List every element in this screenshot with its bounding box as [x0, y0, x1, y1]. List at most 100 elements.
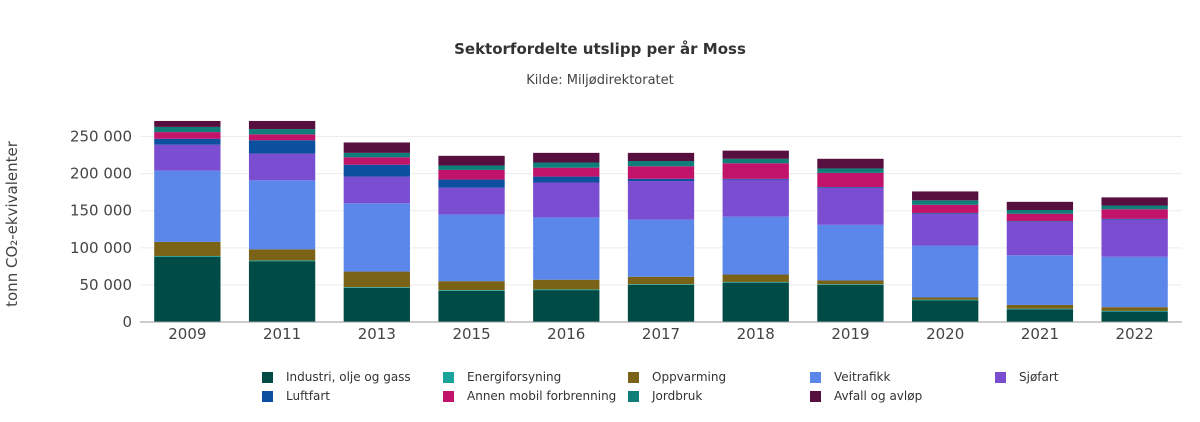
- bar-segment[interactable]: [154, 126, 221, 133]
- bar-segment[interactable]: [912, 212, 979, 214]
- bar-segment[interactable]: [817, 224, 884, 281]
- bar-segment[interactable]: [438, 290, 505, 322]
- bar-segment[interactable]: [248, 180, 316, 250]
- bar-segment[interactable]: [1006, 213, 1074, 222]
- bar-segment[interactable]: [438, 290, 505, 291]
- bar-segment[interactable]: [154, 241, 221, 256]
- bar-segment[interactable]: [1101, 311, 1168, 322]
- bar-segment[interactable]: [533, 289, 600, 291]
- bar-segment[interactable]: [627, 166, 695, 179]
- bar-segment[interactable]: [817, 168, 884, 173]
- bar-segment[interactable]: [343, 142, 410, 153]
- bar-segment[interactable]: [343, 164, 410, 177]
- bar-segment[interactable]: [817, 186, 884, 188]
- bar-segment[interactable]: [248, 134, 316, 141]
- legend-item[interactable]: Energiforsyning: [443, 370, 561, 384]
- bar-segment[interactable]: [533, 182, 600, 218]
- bar-segment[interactable]: [154, 132, 221, 139]
- bar-segment[interactable]: [722, 150, 789, 159]
- bar-segment[interactable]: [438, 155, 505, 166]
- bar-segment[interactable]: [248, 260, 316, 262]
- bar-segment[interactable]: [722, 163, 789, 179]
- bar-segment[interactable]: [1101, 310, 1168, 312]
- bar-segment[interactable]: [533, 152, 600, 163]
- bar-segment[interactable]: [627, 219, 695, 277]
- bar-segment[interactable]: [627, 161, 695, 167]
- bar-segment[interactable]: [248, 140, 316, 154]
- bar-segment[interactable]: [912, 299, 979, 301]
- bar-segment[interactable]: [438, 179, 505, 188]
- bar-segment[interactable]: [1006, 255, 1074, 305]
- bar-segment[interactable]: [627, 284, 695, 285]
- bar-segment[interactable]: [627, 284, 695, 322]
- bar-segment[interactable]: [1006, 221, 1074, 222]
- legend-item[interactable]: Veitrafikk: [810, 370, 890, 384]
- bar-segment[interactable]: [248, 249, 316, 261]
- bar-segment[interactable]: [438, 187, 505, 215]
- bar-segment[interactable]: [722, 216, 789, 275]
- bar-segment[interactable]: [248, 120, 316, 130]
- bar-segment[interactable]: [627, 181, 695, 220]
- bar-segment[interactable]: [438, 165, 505, 170]
- bar-segment[interactable]: [343, 287, 410, 288]
- bar-segment[interactable]: [248, 129, 316, 135]
- bar-segment[interactable]: [912, 204, 979, 213]
- legend-item[interactable]: Sjøfart: [995, 370, 1059, 384]
- bar-segment[interactable]: [627, 152, 695, 162]
- legend-item[interactable]: Annen mobil forbrenning: [443, 389, 616, 403]
- bar-segment[interactable]: [722, 158, 789, 164]
- bar-segment[interactable]: [722, 282, 789, 322]
- bar-segment[interactable]: [438, 214, 505, 282]
- bar-segment[interactable]: [343, 157, 410, 165]
- bar-segment[interactable]: [1101, 256, 1168, 308]
- bar-segment[interactable]: [1101, 205, 1168, 210]
- bar-segment[interactable]: [248, 153, 316, 181]
- bar-segment[interactable]: [154, 256, 221, 322]
- legend-item[interactable]: Jordbruk: [628, 389, 702, 403]
- bar-segment[interactable]: [1101, 218, 1168, 220]
- bar-segment[interactable]: [154, 255, 221, 257]
- bar-segment[interactable]: [1006, 209, 1074, 214]
- bar-segment[interactable]: [533, 279, 600, 290]
- bar-segment[interactable]: [533, 162, 600, 168]
- bar-segment[interactable]: [817, 284, 884, 285]
- bar-segment[interactable]: [154, 120, 221, 127]
- bar-segment[interactable]: [343, 287, 410, 322]
- bar-segment[interactable]: [438, 281, 505, 291]
- bar-segment[interactable]: [343, 176, 410, 204]
- bar-segment[interactable]: [154, 170, 221, 242]
- legend-item[interactable]: Industri, olje og gass: [262, 370, 411, 384]
- bar-segment[interactable]: [1101, 219, 1168, 257]
- bar-segment[interactable]: [722, 281, 789, 283]
- bar-segment[interactable]: [1101, 209, 1168, 219]
- bar-segment[interactable]: [722, 178, 789, 180]
- bar-segment[interactable]: [627, 276, 695, 285]
- bar-segment[interactable]: [1006, 201, 1074, 210]
- bar-segment[interactable]: [722, 274, 789, 282]
- bar-segment[interactable]: [343, 203, 410, 272]
- bar-segment[interactable]: [343, 271, 410, 288]
- bar-segment[interactable]: [817, 187, 884, 225]
- legend-item[interactable]: Oppvarming: [628, 370, 726, 384]
- bar-segment[interactable]: [438, 169, 505, 180]
- bar-segment[interactable]: [1006, 221, 1074, 256]
- bar-segment[interactable]: [533, 176, 600, 183]
- legend-item[interactable]: Avfall og avløp: [810, 389, 922, 403]
- bar-segment[interactable]: [912, 245, 979, 298]
- legend-item[interactable]: Luftfart: [262, 389, 330, 403]
- bar-segment[interactable]: [817, 280, 884, 285]
- bar-segment[interactable]: [817, 158, 884, 169]
- bar-segment[interactable]: [248, 261, 316, 322]
- bar-segment[interactable]: [912, 191, 979, 201]
- bar-segment[interactable]: [154, 138, 221, 145]
- bar-segment[interactable]: [912, 200, 979, 205]
- bar-segment[interactable]: [722, 179, 789, 217]
- bar-segment[interactable]: [154, 144, 221, 171]
- bar-segment[interactable]: [1006, 309, 1074, 322]
- bar-segment[interactable]: [817, 284, 884, 322]
- bar-segment[interactable]: [343, 152, 410, 158]
- bar-segment[interactable]: [1101, 197, 1168, 206]
- bar-segment[interactable]: [627, 178, 695, 182]
- bar-segment[interactable]: [912, 300, 979, 322]
- bar-segment[interactable]: [1006, 304, 1074, 309]
